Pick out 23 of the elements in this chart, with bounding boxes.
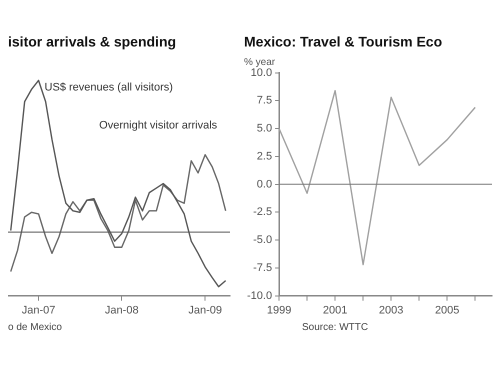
chart-title: isitor arrivals & spending [8, 33, 176, 50]
series-label: US$ revenues (all visitors) [44, 81, 173, 94]
text: o de Mexico [8, 322, 62, 333]
y-tick-label: 0.0 [256, 178, 272, 190]
source-note: Source: WTTC [301, 322, 368, 333]
chart-title: Mexico: Travel & Tourism Eco [244, 33, 442, 50]
y-tick-label: 7.5 [256, 94, 272, 107]
y-tick-label: -10.0 [246, 290, 272, 302]
x-tick-label: 2003 [378, 304, 404, 316]
y-tick-label: 5.0 [256, 122, 272, 135]
x-tick-label: Jan-09 [188, 304, 222, 316]
y-tick-label: -7.5 [253, 262, 272, 274]
y-tick-label: -2.5 [253, 206, 272, 218]
x-tick-label: Jan-07 [22, 304, 56, 316]
text: Overnight visitor arrivals [99, 120, 218, 132]
y-axis-title: % year [244, 56, 276, 68]
y-tick-label: 2.5 [256, 150, 272, 162]
y-tick-label: -5.0 [253, 234, 272, 246]
x-tick-label: 2005 [434, 304, 460, 316]
x-tick-label: Jan-08 [104, 304, 139, 316]
x-tick-label: 1999 [266, 304, 292, 316]
y-tick-label: 10.0 [250, 66, 272, 79]
x-tick-label: 2001 [322, 304, 348, 316]
